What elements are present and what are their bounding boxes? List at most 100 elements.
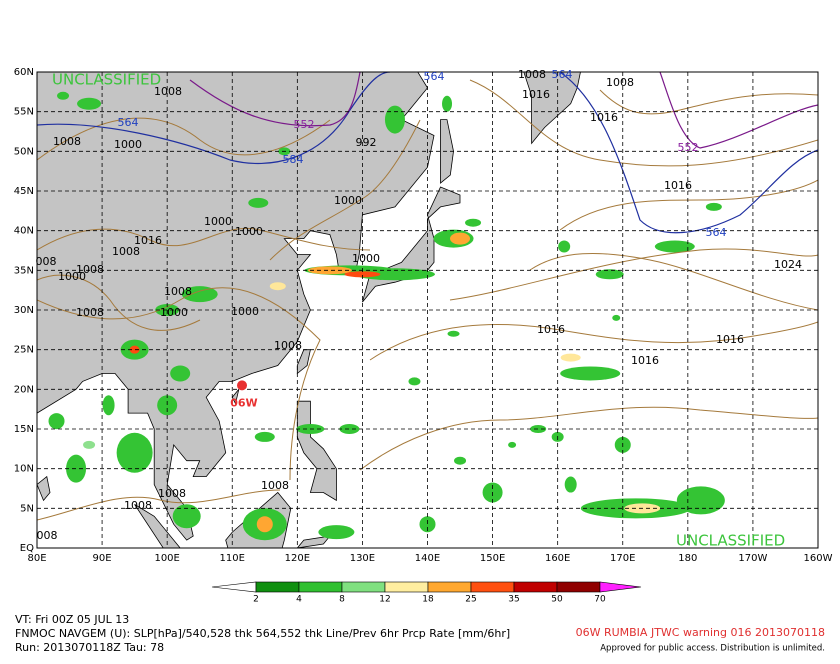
longitude-label: 150E	[480, 553, 505, 564]
longitude-label: 90E	[93, 553, 112, 564]
latitude-label: 10N	[14, 464, 34, 475]
colorbar-label: 50	[551, 595, 563, 605]
contour-label: 1008	[76, 263, 104, 276]
contour-label: 008	[37, 529, 58, 542]
colorbar-low-end	[211, 581, 257, 593]
colorbar-segment	[341, 581, 386, 593]
latitude-label: 30N	[14, 305, 34, 316]
latitude-label: 60N	[14, 67, 34, 78]
contour-label: 564	[118, 116, 139, 129]
precip-area	[66, 454, 87, 483]
precip-area	[256, 516, 273, 533]
colorbar-label: 35	[508, 595, 519, 605]
run-info: Run: 2013070118Z Tau: 78	[15, 641, 164, 654]
contour-label: 1008	[124, 499, 152, 512]
isobar	[269, 119, 421, 261]
land-area	[523, 72, 581, 145]
colorbar-segment	[556, 581, 601, 593]
contour-label: 1000	[58, 270, 86, 283]
precip-area	[172, 504, 201, 529]
contour-label: 1008	[164, 285, 192, 298]
precip-area	[450, 232, 471, 245]
precip-area	[116, 432, 153, 473]
contour-label: 1008	[112, 245, 140, 258]
longitude-label: 160E	[545, 553, 570, 564]
contour-label: 1008	[154, 85, 182, 98]
precip-area	[560, 353, 581, 362]
latitude-label: 25N	[14, 345, 34, 356]
colorbar-label: 8	[339, 595, 345, 605]
precip-area	[508, 441, 517, 448]
latitude-label: 5N	[20, 503, 34, 514]
contour-label: 1016	[522, 88, 550, 101]
precip-area	[564, 476, 577, 493]
land-area	[296, 535, 331, 548]
contour-label: 1000	[114, 138, 142, 151]
contour-label: 1016	[537, 323, 565, 336]
longitude-label: 130E	[350, 553, 375, 564]
contour-label: 1000	[235, 225, 263, 238]
precip-area	[595, 269, 624, 280]
latitude-label: 20N	[14, 384, 34, 395]
isobar	[359, 406, 818, 471]
contour-label: 1016	[664, 179, 692, 192]
contour-label: 564	[552, 68, 573, 81]
isobar	[37, 287, 321, 481]
precip-area	[170, 365, 191, 382]
isobar	[469, 79, 818, 167]
longitude-label: 170E	[610, 553, 635, 564]
latitude-label: 55N	[14, 107, 34, 118]
contour-label: 1008	[274, 339, 302, 352]
colorbar-segment	[255, 581, 300, 593]
latitude-label: 40N	[14, 226, 34, 237]
colorbar-segment	[384, 581, 429, 593]
precip-area	[419, 516, 436, 533]
precip-area	[408, 377, 421, 386]
colorbar-segment	[298, 581, 343, 593]
contour-label: 1000	[204, 215, 232, 228]
precip-area	[269, 282, 286, 291]
contour-label: 1000	[231, 305, 259, 318]
precip-area	[558, 240, 571, 253]
isobar	[599, 89, 818, 115]
longitude-label: 120E	[285, 553, 310, 564]
thickness-552-line	[189, 72, 818, 149]
precip-area	[181, 286, 218, 303]
contour-label: 1008	[158, 487, 186, 500]
storm-marker	[237, 380, 248, 391]
latitude-label: 35N	[14, 265, 34, 276]
valid-time: VT: Fri 00Z 05 JUL 13	[15, 613, 129, 626]
precip-area	[676, 486, 725, 515]
colorbar-label: 18	[422, 595, 434, 605]
precip-area	[654, 240, 695, 253]
colorbar-high-end	[599, 581, 642, 593]
longitude-label: 110E	[220, 553, 245, 564]
precip-area	[248, 197, 269, 208]
precip-area	[465, 218, 482, 227]
latitude-label: 50N	[14, 146, 34, 157]
contour-label: 1016	[716, 333, 744, 346]
thickness-564-line	[37, 72, 818, 234]
warning-info: 06W RUMBIA JTWC warning 016 2013070118	[576, 626, 825, 639]
precip-area	[560, 366, 621, 381]
isobar	[369, 321, 818, 361]
latitude-label: 45N	[14, 186, 34, 197]
precip-area	[705, 202, 722, 211]
approval-note: Approved for public access. Distribution…	[600, 644, 825, 654]
latitude-label: EQ	[20, 543, 34, 554]
isobar	[449, 248, 818, 301]
land-area	[37, 72, 435, 541]
precip-area	[344, 271, 381, 278]
contour-label: 584	[283, 153, 304, 166]
isobar	[37, 489, 281, 521]
latitude-label: 15N	[14, 424, 34, 435]
contour-label: 1008	[606, 76, 634, 89]
contour-label: 1008	[518, 68, 546, 81]
longitude-label: 80E	[27, 553, 46, 564]
longitude-label: 100E	[154, 553, 179, 564]
watermark: UNCLASSIFIED	[52, 71, 161, 89]
colorbar-label: 12	[379, 595, 390, 605]
isobar	[37, 274, 201, 331]
precip-area	[530, 425, 547, 433]
